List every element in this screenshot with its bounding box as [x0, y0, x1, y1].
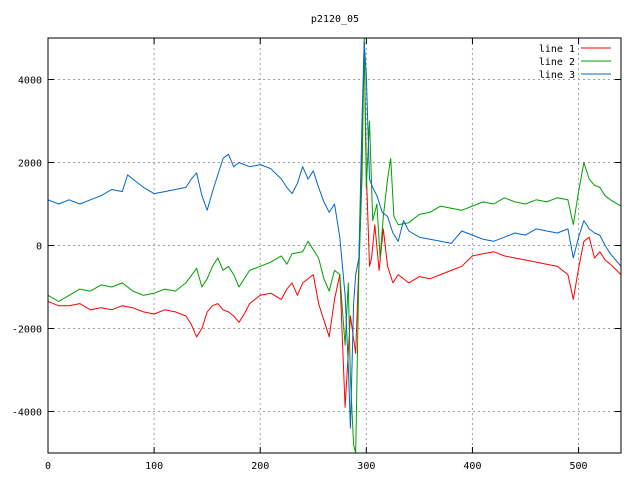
x-tick-label: 400: [463, 461, 481, 472]
series-line-3: [48, 41, 621, 429]
chart-title: p2120_05: [311, 14, 359, 25]
x-tick-label: 100: [145, 461, 163, 472]
plot-lines: [48, 38, 621, 453]
y-tick-label: -2000: [12, 325, 42, 336]
axis-ticks: 0 100 200 300 400 500 -4000 -2000 0 2000 4000: [12, 38, 621, 472]
legend-label-2: line 2: [539, 57, 575, 68]
y-tick-label: 4000: [18, 76, 42, 87]
grid: [48, 38, 621, 453]
series-line-1: [48, 41, 621, 408]
y-tick-label: 2000: [18, 159, 42, 170]
y-tick-label: 0: [36, 242, 42, 253]
x-tick-label: 200: [251, 461, 269, 472]
legend: line 1 line 2 line 3: [539, 44, 611, 81]
legend-label-1: line 1: [539, 44, 575, 55]
series-line-2: [48, 38, 621, 453]
legend-label-3: line 3: [539, 70, 575, 81]
y-tick-label: -4000: [12, 408, 42, 419]
x-tick-label: 0: [45, 461, 51, 472]
x-tick-label: 500: [570, 461, 588, 472]
x-tick-label: 300: [357, 461, 375, 472]
